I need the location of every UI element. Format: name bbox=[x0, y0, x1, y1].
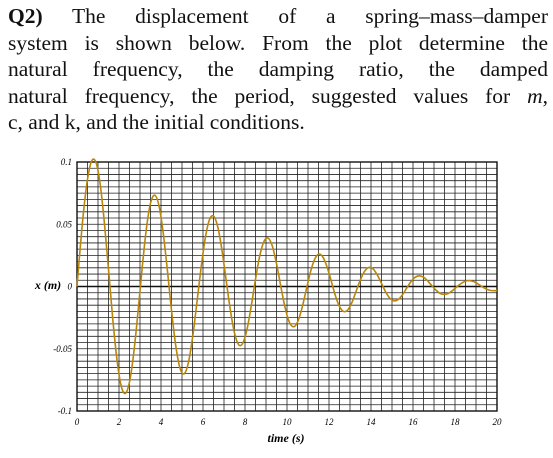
x-tick-label: 16 bbox=[409, 417, 419, 427]
question-line-2: system is shown below. From the plot det… bbox=[8, 30, 548, 55]
x-tick-label: 14 bbox=[367, 417, 377, 427]
x-axis-label: time (s) bbox=[268, 431, 305, 445]
displacement-plot: 0 2 4 6 8 10 12 14 16 18 20 0.1 0.05 0 -0.05 -0.1 x (m)… bbox=[34, 157, 502, 445]
x-tick-label: 0 bbox=[75, 417, 80, 427]
question-line-4-text: natural frequency, the period, suggested… bbox=[8, 83, 528, 108]
y-tick-label: 0 bbox=[68, 282, 73, 292]
x-tick-label: 4 bbox=[159, 417, 164, 427]
x-tick-label: 12 bbox=[325, 417, 335, 427]
question-line-1-text: The displacement of a spring–mass–damper bbox=[72, 4, 548, 28]
question-line-4-trail: , bbox=[542, 83, 548, 108]
x-tick-label: 20 bbox=[493, 417, 503, 427]
y-tick-label: -0.05 bbox=[53, 344, 72, 354]
question-line-3: natural frequency, the damping ratio, th… bbox=[8, 57, 548, 81]
question-text: Q2) The displacement of a spring–mass–da… bbox=[8, 3, 548, 136]
y-tick-label: -0.1 bbox=[58, 406, 72, 416]
x-tick-label: 2 bbox=[117, 417, 122, 427]
tick-labels: 0 2 4 6 8 10 12 14 16 18 20 0.1 0.05 0 -0.05 -0.1 bbox=[53, 157, 502, 427]
question-line-1: Q2) The displacement of a spring–mass–da… bbox=[8, 3, 548, 30]
question-number: Q2) bbox=[8, 4, 43, 28]
y-tick-label: 0.05 bbox=[56, 219, 72, 229]
x-tick-label: 10 bbox=[283, 417, 293, 427]
x-tick-label: 6 bbox=[201, 417, 206, 427]
question-line-5: c, and k, and the initial conditions. bbox=[8, 110, 305, 134]
x-tick-label: 8 bbox=[243, 417, 248, 427]
y-axis-label: x (m) bbox=[34, 278, 61, 292]
x-tick-label: 18 bbox=[451, 417, 461, 427]
displacement-curve bbox=[76, 158, 498, 395]
y-tick-label: 0.1 bbox=[61, 157, 72, 167]
var-m: m bbox=[527, 83, 543, 108]
question-line-4: natural frequency, the period, suggested… bbox=[8, 83, 548, 110]
